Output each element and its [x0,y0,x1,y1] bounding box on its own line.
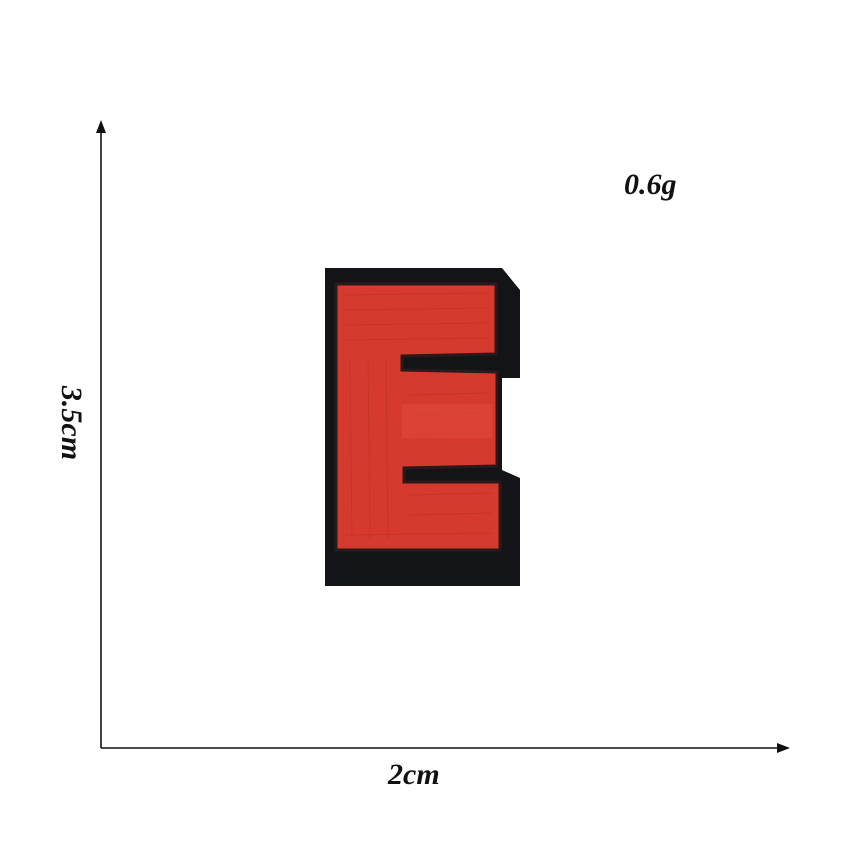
width-axis-arrowhead [777,743,790,753]
patch-middle-bar-highlight [402,404,492,438]
height-dimension-label: 3.5cm [55,385,89,461]
weight-label: 0.6g [624,168,677,201]
letter-e-patch [325,268,520,586]
patch-outline-stitch [334,282,502,552]
width-dimension-label: 2cm [388,758,440,791]
height-axis-arrowhead [96,120,106,133]
